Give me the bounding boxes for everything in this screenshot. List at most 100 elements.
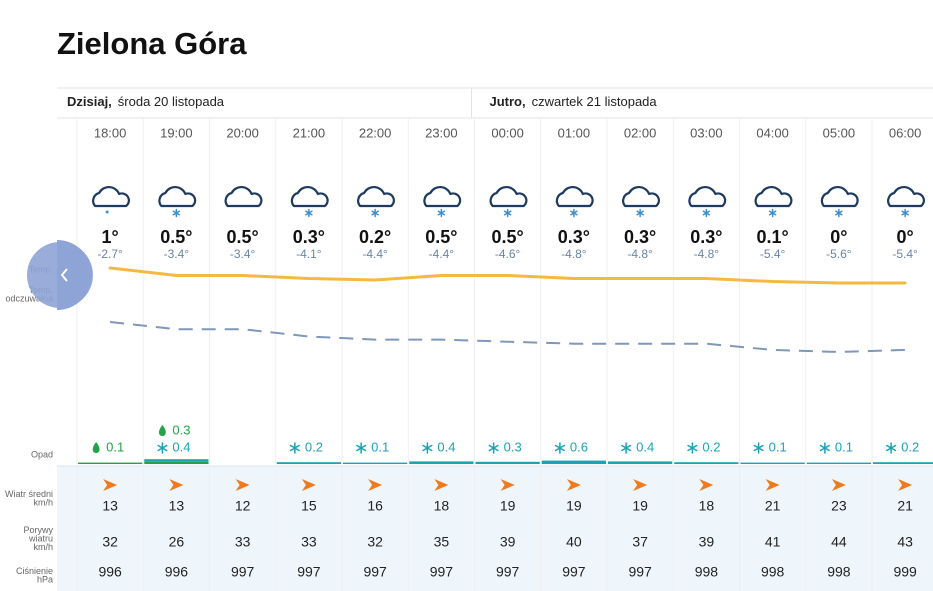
- wind-value: 12: [235, 498, 251, 514]
- hour-label: 21:00: [293, 125, 326, 140]
- precip-value: 0.6: [570, 439, 588, 454]
- gust-value: 26: [169, 534, 185, 550]
- city-title: Zielona Góra: [57, 26, 247, 61]
- day-header: Jutro, czwartek 21 listopada: [490, 94, 658, 109]
- temp-value: 0.3°: [624, 227, 656, 247]
- row-label: Wiatr średni: [5, 489, 53, 499]
- temp-value: 0.3°: [293, 227, 325, 247]
- snow-icon: [172, 208, 181, 218]
- temp-value: 0.3°: [690, 227, 722, 247]
- gust-value: 37: [632, 534, 648, 550]
- precip-bar: [806, 462, 871, 464]
- wind-arrow: [500, 479, 515, 491]
- feels-value: -4.6°: [495, 247, 521, 261]
- wind-arrow: [831, 479, 846, 491]
- wind-value: 13: [169, 498, 185, 514]
- snow-stroke: [172, 210, 181, 216]
- feels-value: -3.4°: [164, 247, 190, 261]
- weather-icon: [357, 185, 395, 208]
- snow-stroke: [305, 210, 313, 216]
- precip-value: 0.3: [172, 422, 190, 437]
- snow-stroke: [356, 444, 367, 452]
- rain-dot: [105, 210, 109, 214]
- day-label: Dzisiaj,: [67, 94, 112, 109]
- wind-arrow: [169, 479, 184, 491]
- feels-value: -4.8°: [694, 247, 720, 261]
- precip-value: 0.2: [901, 439, 919, 454]
- snow-icon: [768, 208, 777, 218]
- gust-value: 39: [500, 534, 516, 550]
- precip-bar: [276, 462, 341, 464]
- feels-value: -5.4°: [760, 247, 786, 261]
- wind-arrow: [566, 479, 581, 491]
- temp-line: [108, 266, 907, 285]
- button-chevron: [60, 268, 68, 282]
- weather-icon: [158, 185, 197, 208]
- row-label: km/h: [33, 542, 53, 552]
- gust-value: 43: [897, 534, 913, 550]
- row-label: Ciśnienie: [16, 566, 53, 576]
- feels-value: -4.4°: [429, 247, 455, 261]
- precip-bar: [475, 461, 540, 464]
- wind-value: 18: [434, 498, 450, 514]
- snow-stroke: [753, 444, 764, 452]
- precip-value: 0.1: [835, 439, 853, 454]
- weather-icon: [622, 185, 660, 208]
- precip-bar: [78, 462, 143, 464]
- snow-icon: [437, 208, 446, 218]
- snow-stroke: [636, 210, 644, 216]
- row-label: Porywy: [23, 525, 53, 535]
- button-circle: [27, 242, 93, 308]
- pressure-value: 997: [363, 564, 387, 580]
- snow-stroke: [422, 444, 433, 452]
- snow-icon: [157, 442, 168, 454]
- feels-value: -4.1°: [296, 247, 322, 261]
- feels-value: -4.8°: [627, 247, 653, 261]
- precip-value: 0.4: [437, 439, 455, 454]
- gust-value: 39: [699, 534, 715, 550]
- pressure-value: 997: [430, 564, 454, 580]
- snow-icon: [488, 442, 499, 454]
- scroll-left-button[interactable]: [27, 240, 93, 310]
- gust-value: 40: [566, 534, 582, 550]
- precip-bar: [409, 461, 474, 464]
- weather-icon: [92, 185, 130, 208]
- hour-label: 03:00: [690, 125, 723, 140]
- wind-value: 13: [102, 498, 118, 514]
- weather-icon: [224, 185, 263, 208]
- row-label: hPa: [37, 575, 53, 585]
- temp-value: 0.2°: [359, 227, 391, 247]
- snow-icon: [621, 442, 632, 454]
- gust-value: 33: [235, 534, 251, 550]
- weather-icon: [688, 185, 727, 208]
- row-label: Opad: [31, 449, 53, 459]
- snow-stroke: [835, 210, 843, 216]
- feels-value: -5.4°: [892, 247, 918, 261]
- snow-icon: [819, 442, 830, 454]
- snow-icon: [422, 442, 433, 454]
- day-label: Jutro,: [490, 94, 526, 109]
- hour-label: 20:00: [226, 125, 259, 140]
- pressure-value: 997: [628, 564, 652, 580]
- snow-stroke: [702, 210, 711, 216]
- pressure-value: 999: [893, 564, 917, 580]
- pressure-value: 997: [496, 564, 520, 580]
- rain-icon: [92, 442, 100, 453]
- weather-icon: [820, 185, 859, 208]
- snow-icon: [356, 442, 367, 454]
- pressure-value: 997: [297, 564, 321, 580]
- row-label: wiatru: [28, 533, 53, 543]
- precip-value: 0.1: [371, 439, 389, 454]
- gust-value: 32: [367, 534, 383, 550]
- weather-icon: [754, 185, 793, 208]
- wind-value: 18: [699, 498, 715, 514]
- snow-icon: [835, 208, 843, 218]
- pressure-value: 997: [562, 564, 586, 580]
- snow-icon: [570, 208, 578, 218]
- snow-stroke: [371, 210, 379, 216]
- temp-value: 0.1°: [757, 227, 789, 247]
- precip-bar: [873, 462, 933, 464]
- temp-value: 0°: [897, 227, 914, 247]
- pressure-value: 998: [695, 564, 719, 580]
